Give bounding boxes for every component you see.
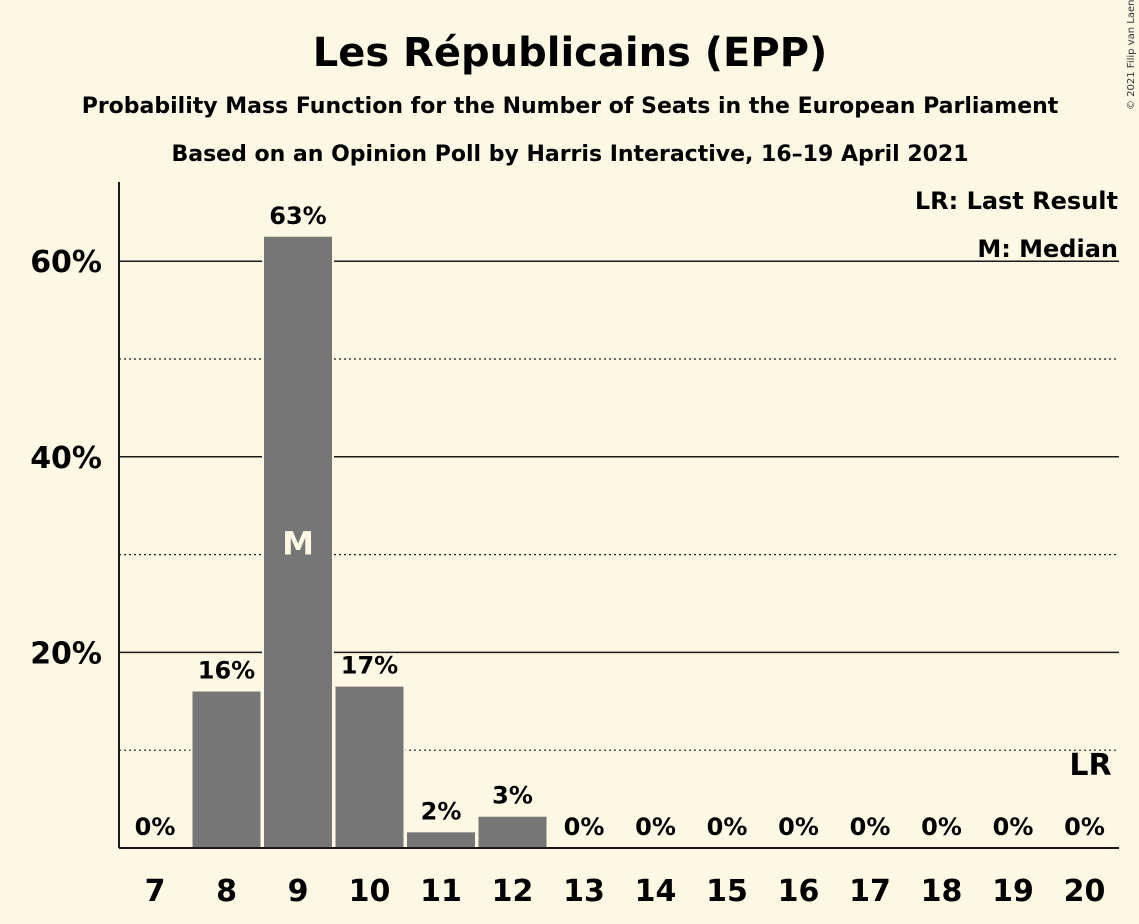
y-axis-ticks: 20% 40% 60% [30,245,102,671]
x-tick-label: 17 [849,874,891,909]
y-tick-label: 60% [30,245,102,280]
y-tick-label: 40% [30,441,102,476]
data-label: 0% [1064,813,1105,841]
bar [335,686,404,848]
x-tick-label: 13 [563,874,605,909]
data-label: 2% [421,797,462,825]
data-label: 63% [269,202,326,230]
y-tick-label: 20% [30,636,102,671]
legend-median: M: Median [977,235,1118,263]
bars [190,236,549,848]
x-tick-label: 14 [635,874,677,909]
data-label: 0% [635,813,676,841]
legend-last-result: LR: Last Result [915,187,1118,215]
x-tick-label: 20 [1064,874,1106,909]
x-axis-ticks: 7 8 9 10 11 12 13 14 15 16 17 18 19 20 [145,874,1106,909]
bar [192,691,261,848]
x-tick-label: 15 [706,874,748,909]
median-marker: M [282,524,314,562]
x-tick-label: 19 [992,874,1034,909]
bar [407,832,475,848]
chart-title: Les Républicains (EPP) [313,30,828,76]
x-tick-label: 10 [349,874,391,909]
data-label: 0% [778,813,819,841]
chart-subtitle-source: Based on an Opinion Poll by Harris Inter… [171,142,968,167]
data-label: 3% [492,782,533,810]
last-result-marker: LR [1069,748,1111,783]
data-label: 17% [341,652,398,680]
x-tick-label: 7 [145,874,166,909]
chart-subtitle: Probability Mass Function for the Number… [82,94,1059,119]
data-label: 0% [564,813,605,841]
x-tick-label: 8 [216,874,237,909]
data-labels: 0% 16% 63% 17% 2% 3% 0% 0% 0% 0% 0% 0% 0% 0% M LR [135,202,1112,841]
x-tick-label: 12 [492,874,534,909]
x-tick-label: 9 [288,874,309,909]
x-tick-label: 18 [921,874,963,909]
x-tick-label: 16 [778,874,820,909]
data-label: 0% [993,813,1034,841]
data-label: 0% [707,813,748,841]
bar [264,236,332,848]
data-label: 16% [198,657,255,685]
data-label: 0% [850,813,891,841]
data-label: 0% [921,813,962,841]
x-tick-label: 11 [420,874,462,909]
bar [478,816,547,848]
copyright-note: © 2021 Filip van Laenen [1126,0,1137,110]
data-label: 0% [135,813,176,841]
